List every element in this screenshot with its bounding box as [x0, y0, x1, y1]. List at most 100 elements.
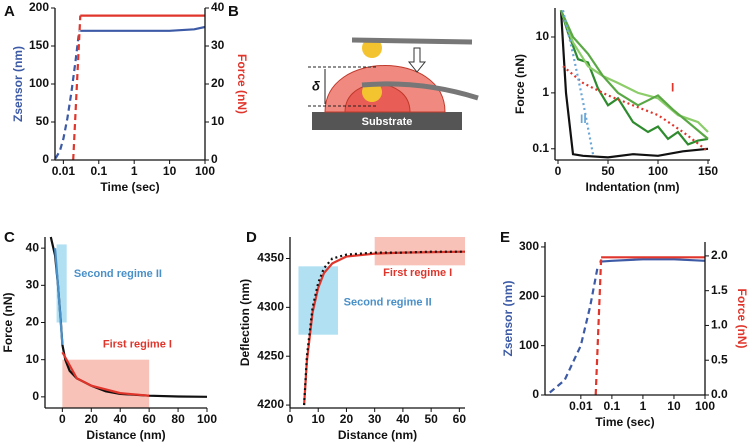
y-tick-label: 10 [26, 352, 40, 366]
y2-tick-label: 0.5 [711, 352, 728, 366]
x-tick-label: 20 [85, 412, 99, 426]
cantilever-bent [361, 81, 479, 101]
x-tick-label: 100 [695, 399, 715, 413]
probe-bead [362, 38, 382, 58]
data-line [562, 65, 709, 153]
x-axis-label: Time (sec) [100, 180, 159, 194]
x-tick-label: 0.1 [604, 399, 621, 413]
y-axis-label: Zsensor (nm) [501, 280, 515, 356]
x-tick-label: 10 [667, 399, 681, 413]
y2-axis-label: Force (nN) [235, 54, 249, 114]
data-line [303, 250, 465, 406]
y-axis-label: Force (nN) [513, 54, 527, 114]
data-line [594, 259, 603, 395]
panel-letter: C [4, 229, 15, 246]
y-tick-label: 100 [519, 338, 539, 352]
data-line [80, 25, 205, 32]
plot-area [549, 256, 705, 395]
x-tick-label: 1 [640, 399, 647, 413]
x-tick-label: 150 [698, 164, 718, 178]
y-tick-label: 1 [542, 85, 549, 99]
region-label: First regime I [383, 267, 452, 279]
plot-area [298, 237, 465, 406]
x-tick-label: 10 [163, 164, 177, 178]
y-tick-label: 30 [26, 277, 40, 291]
data-line [54, 248, 64, 345]
data-line [55, 30, 81, 160]
x-tick-label: 50 [601, 164, 615, 178]
substrate-label: Substrate [362, 116, 413, 128]
data-line [561, 10, 595, 155]
region-label: Second regime II [74, 268, 162, 280]
region [56, 244, 67, 323]
y2-tick-label: 0.0 [711, 387, 728, 401]
y-tick-label: 0 [42, 152, 49, 166]
y-axis-label: Deflection (nm) [238, 279, 252, 366]
y-tick-label: 100 [29, 76, 49, 90]
x-tick-label: 0 [59, 412, 66, 426]
y-tick-label: 300 [519, 239, 539, 253]
x-tick-label: 40 [396, 412, 410, 426]
annotation: I [671, 81, 674, 95]
x-tick-label: 0.1 [90, 164, 107, 178]
panel-letter: D [246, 229, 257, 246]
x-tick-label: 40 [114, 412, 128, 426]
y2-tick-label: 1.5 [711, 283, 728, 297]
x-axis-label: Distance (nm) [86, 428, 165, 442]
y-tick-label: 40 [26, 240, 40, 254]
y-axis-label: Zsensor (nm) [11, 46, 25, 122]
y-tick-label: 0.1 [532, 141, 549, 155]
x-tick-label: 0 [555, 164, 562, 178]
data-line [549, 266, 599, 394]
y2-tick-label: 30 [211, 38, 225, 52]
x-axis-label: Distance (nm) [338, 428, 417, 442]
y2-tick-label: 1.0 [711, 318, 728, 332]
x-tick-label: 1 [131, 164, 138, 178]
x-tick-label: 10 [312, 412, 326, 426]
region [298, 266, 338, 335]
y-tick-label: 50 [36, 114, 50, 128]
x-tick-label: 60 [453, 412, 467, 426]
y2-tick-label: 2.0 [711, 248, 728, 262]
y-tick-label: 4250 [257, 348, 284, 362]
data-line [72, 15, 82, 160]
y-tick-label: 0 [32, 389, 39, 403]
data-line [559, 9, 709, 133]
x-axis-label: Time (sec) [595, 415, 654, 429]
y2-tick-label: 40 [211, 0, 225, 14]
y-tick-label: 150 [29, 38, 49, 52]
delta-label: δ [312, 78, 320, 93]
y-tick-label: 10 [536, 29, 550, 43]
x-axis-label: Indentation (nm) [586, 180, 680, 194]
data-line [61, 351, 150, 397]
plot-area [55, 14, 205, 160]
x-tick-label: 100 [648, 164, 668, 178]
data-line [559, 9, 709, 146]
region-label: First regime I [103, 339, 172, 351]
panel-letter: A [4, 3, 15, 20]
y-tick-label: 20 [26, 315, 40, 329]
y2-tick-label: 10 [211, 114, 225, 128]
y2-tick-label: 0 [211, 152, 218, 166]
indentation-diagram: Substrate δ [308, 37, 479, 130]
y-tick-label: 0 [532, 387, 539, 401]
plot-area [559, 9, 709, 159]
data-line [599, 258, 705, 263]
x-tick-label: 0.01 [52, 164, 76, 178]
x-tick-label: 0.01 [569, 399, 593, 413]
y-tick-label: 4200 [257, 397, 284, 411]
plot-area [49, 236, 207, 408]
y-axis-label: Force (nN) [1, 292, 15, 352]
x-tick-label: 20 [340, 412, 354, 426]
annotation: II [580, 112, 587, 126]
panel-letter: E [500, 229, 510, 246]
y-tick-label: 4350 [257, 251, 284, 265]
x-tick-label: 30 [368, 412, 382, 426]
cantilever [351, 37, 473, 45]
region-label: Second regime II [344, 296, 432, 308]
y-tick-label: 200 [519, 288, 539, 302]
x-tick-label: 100 [195, 164, 215, 178]
x-tick-label: 0 [287, 412, 294, 426]
x-tick-label: 60 [142, 412, 156, 426]
